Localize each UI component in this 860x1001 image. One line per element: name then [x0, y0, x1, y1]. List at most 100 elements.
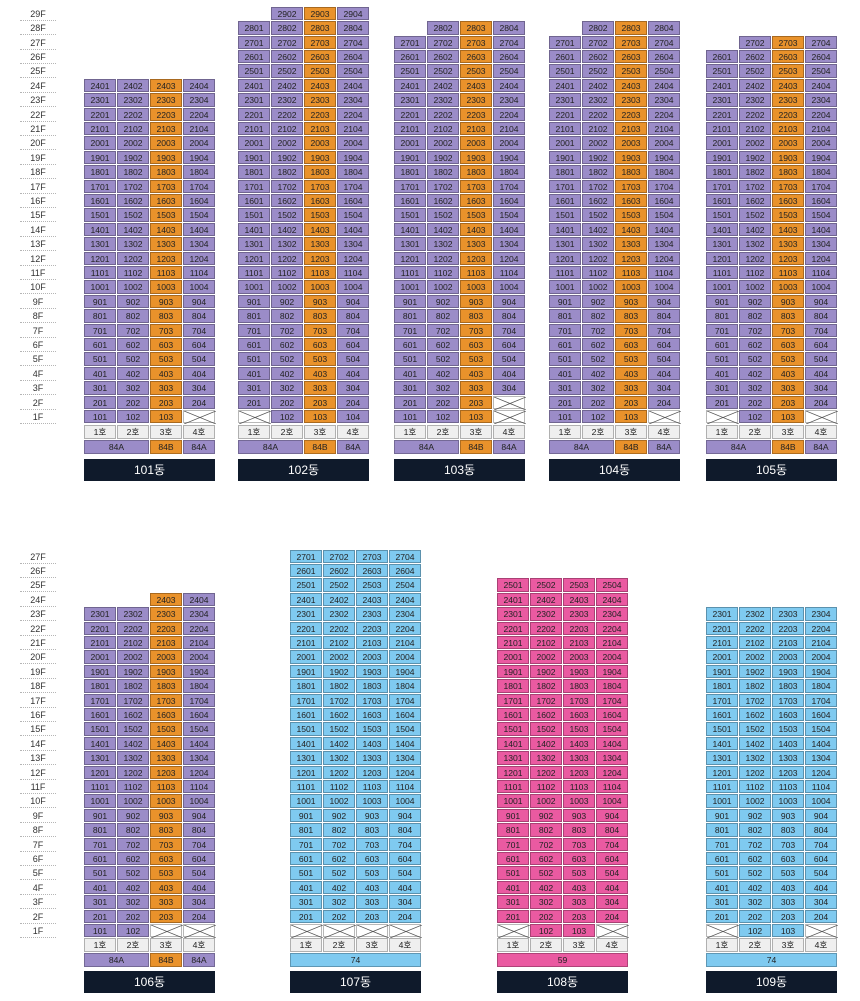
unit-cell: 2701 [394, 35, 426, 49]
unit-cell: 504 [596, 866, 628, 880]
unit-cell: 103 [563, 924, 595, 938]
floor-label: 15F [20, 722, 56, 737]
unit-cell: 2401 [84, 78, 116, 93]
unit-type-label: 74 [290, 953, 421, 967]
unit-cell: 1402 [323, 736, 355, 751]
unit-cell: 1203 [356, 765, 388, 779]
unit-cell: 901 [706, 294, 738, 309]
unit-cell: 801 [394, 309, 426, 323]
unit-cell: 402 [427, 366, 459, 381]
unit-cell: 1103 [615, 266, 647, 280]
unit-cell: 2301 [706, 93, 738, 107]
unit-cell: 1302 [271, 237, 303, 251]
unit-cell: 703 [356, 837, 388, 851]
unit-cell: 501 [706, 352, 738, 366]
unit-cell: 1702 [530, 693, 562, 707]
unit-cell: 104 [337, 410, 369, 424]
unit-cell: 702 [739, 323, 771, 337]
unit-cell: 1702 [271, 179, 303, 193]
unit-cell: 1201 [706, 251, 738, 265]
unit-cell: 1504 [648, 208, 680, 222]
unit-cell: 2204 [183, 107, 215, 121]
empty-unit [596, 924, 629, 938]
unit-cell: 703 [304, 323, 336, 337]
unit-cell: 1101 [238, 266, 270, 280]
unit-cell: 1903 [615, 150, 647, 165]
unit-cell: 2601 [238, 50, 270, 64]
unit-cell: 1302 [323, 751, 355, 765]
ho-label: 3호 [615, 425, 647, 439]
floor-label: 4F [20, 367, 56, 381]
unit-cell: 504 [337, 352, 369, 366]
unit-cell: 801 [706, 823, 738, 837]
unit-cell: 803 [460, 309, 492, 323]
unit-cell: 903 [150, 808, 182, 823]
unit-cell: 402 [117, 366, 149, 381]
unit-cell: 1003 [150, 280, 182, 294]
unit-cell: 1304 [183, 237, 215, 251]
ho-label: 2호 [739, 425, 771, 439]
unit-cell: 2001 [706, 650, 738, 664]
unit-type-label: 84B [304, 440, 336, 454]
floor-label: 3F [20, 381, 56, 396]
unit-cell: 804 [337, 309, 369, 323]
ho-label: 2호 [530, 938, 562, 952]
unit-cell: 701 [394, 323, 426, 337]
unit-cell: 603 [563, 852, 595, 866]
unit-cell: 1703 [615, 179, 647, 193]
unit-cell: 2102 [117, 636, 149, 650]
unit-cell: 2804 [493, 21, 525, 35]
unit-cell: 1404 [389, 736, 421, 751]
unit-cell: 1102 [323, 780, 355, 794]
unit-cell: 1602 [530, 708, 562, 722]
unit-cell: 1101 [549, 266, 581, 280]
unit-cell: 2502 [271, 64, 303, 78]
unit-cell: 1402 [271, 222, 303, 237]
unit-cell: 2603 [460, 50, 492, 64]
unit-cell: 601 [706, 852, 738, 866]
unit-cell: 2501 [394, 64, 426, 78]
empty-unit [648, 410, 681, 424]
unit-cell: 202 [271, 395, 303, 409]
unit-cell: 2201 [497, 621, 529, 635]
unit-cell: 704 [183, 323, 215, 337]
unit-cell: 1402 [117, 736, 149, 751]
unit-cell: 1603 [150, 194, 182, 208]
unit-cell: 1402 [739, 736, 771, 751]
unit-cell: 2303 [615, 93, 647, 107]
unit-cell: 1803 [563, 679, 595, 693]
unit-cell: 1402 [117, 222, 149, 237]
unit-cell: 1204 [389, 765, 421, 779]
unit-cell: 1302 [117, 751, 149, 765]
unit-cell: 1702 [323, 693, 355, 707]
unit-cell: 2302 [530, 607, 562, 621]
unit-cell: 2102 [117, 122, 149, 136]
unit-cell: 2001 [84, 650, 116, 664]
unit-cell: 1502 [323, 722, 355, 736]
unit-cell: 2104 [805, 122, 837, 136]
unit-cell: 2404 [389, 592, 421, 607]
unit-cell: 2101 [84, 122, 116, 136]
unit-cell: 2403 [150, 78, 182, 93]
unit-cell: 604 [183, 338, 215, 352]
unit-cell: 1501 [84, 208, 116, 222]
unit-cell: 1502 [427, 208, 459, 222]
ho-label: 1호 [549, 425, 581, 439]
unit-cell: 1904 [183, 664, 215, 679]
unit-cell: 2203 [150, 107, 182, 121]
unit-cell: 2304 [493, 93, 525, 107]
unit-cell: 1701 [497, 693, 529, 707]
floor-label: 28F [20, 21, 56, 36]
unit-cell: 1902 [739, 664, 771, 679]
unit-cell: 102 [117, 410, 149, 424]
unit-cell: 904 [389, 808, 421, 823]
unit-cell: 2003 [772, 650, 804, 664]
unit-cell: 601 [238, 338, 270, 352]
unit-cell: 1301 [706, 751, 738, 765]
unit-cell: 2602 [582, 50, 614, 64]
floor-label: 16F [20, 708, 56, 722]
unit-cell: 2004 [183, 136, 215, 150]
unit-cell: 1604 [648, 194, 680, 208]
unit-cell: 1903 [150, 664, 182, 679]
unit-cell: 803 [150, 309, 182, 323]
